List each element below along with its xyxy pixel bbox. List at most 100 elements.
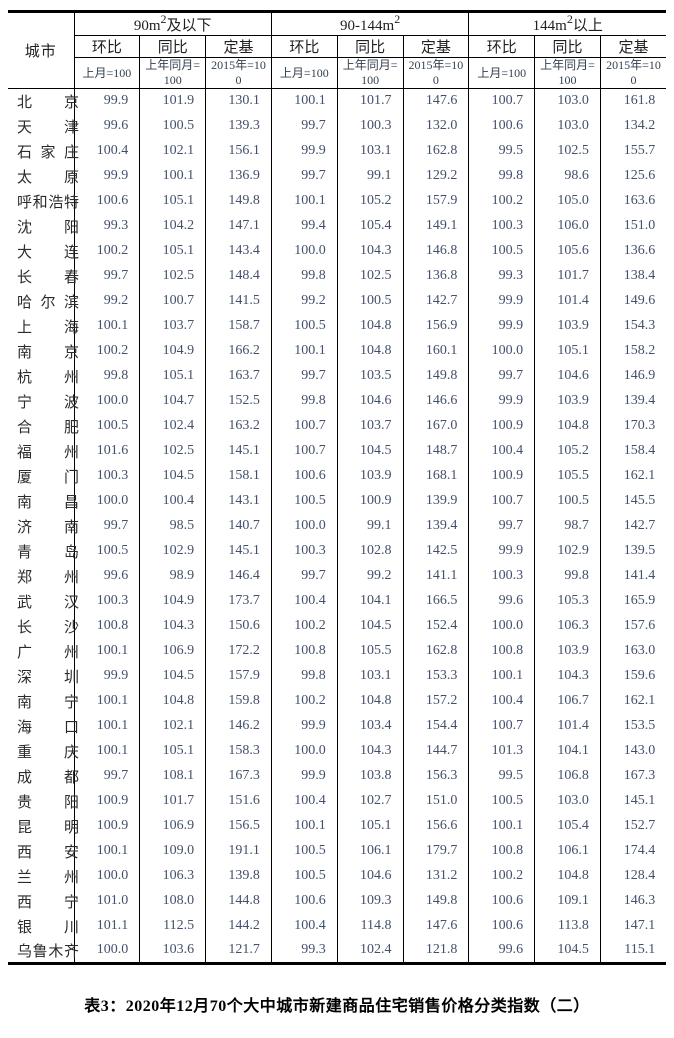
- index-value: 101.7: [336, 88, 404, 114]
- index-value: 154.3: [599, 313, 667, 339]
- index-value: 103.7: [139, 313, 206, 339]
- index-value: 147.6: [402, 913, 469, 939]
- index-value: 144.8: [205, 888, 272, 914]
- index-value: 157.2: [402, 688, 469, 714]
- index-value: 99.7: [73, 763, 140, 789]
- index-value: 106.7: [534, 688, 601, 714]
- index-value: 99.9: [270, 763, 338, 789]
- index-value: 141.1: [402, 563, 469, 589]
- index-value: 100.0: [73, 388, 140, 414]
- index-value: 146.9: [599, 363, 667, 389]
- index-value: 191.1: [205, 838, 272, 864]
- index-value: 100.4: [270, 588, 338, 614]
- index-value: 156.3: [402, 763, 469, 789]
- table-row: 合肥 100.5 102.4 163.2 100.7 103.7 167.0 100.9 104…: [8, 413, 667, 439]
- index-value: 99.7: [468, 513, 535, 539]
- table-row: 成都 99.7 108.1 167.3 99.9 103.8 156.3 99.5 106.8 1…: [8, 763, 667, 789]
- table-row: 长沙 100.8 104.3 150.6 100.2 104.5 152.4 100.0 106…: [8, 613, 667, 639]
- table-row: 南昌 100.0 100.4 143.1 100.5 100.9 139.9 100.7 100…: [8, 488, 667, 514]
- index-value: 156.5: [205, 813, 272, 839]
- index-value: 99.9: [73, 663, 140, 689]
- index-value: 100.5: [73, 413, 140, 439]
- index-value: 103.0: [534, 788, 601, 814]
- index-value: 98.5: [139, 513, 206, 539]
- index-value: 100.7: [468, 713, 535, 739]
- index-value: 109.3: [336, 888, 404, 914]
- index-value: 100.4: [270, 913, 338, 939]
- index-value: 100.1: [73, 313, 140, 339]
- index-value: 98.9: [139, 563, 206, 589]
- index-value: 148.4: [205, 263, 272, 289]
- index-value: 146.4: [205, 563, 272, 589]
- index-value: 100.8: [468, 838, 535, 864]
- index-value: 100.0: [270, 513, 338, 539]
- index-value: 104.3: [336, 238, 404, 264]
- index-value: 100.6: [270, 888, 338, 914]
- table-row: 广州 100.1 106.9 172.2 100.8 105.5 162.8 100.8 103…: [8, 638, 667, 664]
- index-value: 151.6: [205, 788, 272, 814]
- index-value: 99.9: [73, 163, 140, 189]
- index-value: 99.2: [73, 288, 140, 314]
- base-header-prev-month: 上月=100: [270, 57, 338, 89]
- index-value: 100.2: [73, 238, 140, 264]
- index-value: 105.0: [534, 188, 601, 214]
- index-value: 101.0: [73, 888, 140, 914]
- city-name: 合肥: [8, 413, 79, 439]
- index-value: 103.5: [336, 363, 404, 389]
- city-name: 呼和浩特: [8, 188, 79, 214]
- index-value: 99.2: [270, 288, 338, 314]
- table-row: 北京 99.9 101.9 130.1 100.1 101.7 147.6 100.7 103.…: [8, 88, 667, 114]
- index-value: 100.5: [534, 488, 601, 514]
- table-header: 城市 90m2及以下 90-144m2 144m2以上 环比 同比 定基 环比 …: [8, 11, 667, 89]
- index-value: 149.1: [402, 213, 469, 239]
- index-value: 100.7: [139, 288, 206, 314]
- index-value: 165.9: [599, 588, 667, 614]
- index-value: 99.2: [336, 563, 404, 589]
- index-value: 104.8: [534, 863, 601, 889]
- index-value: 100.1: [139, 163, 206, 189]
- index-value: 99.9: [270, 713, 338, 739]
- city-name: 沈阳: [8, 213, 79, 239]
- index-value: 136.6: [599, 238, 667, 264]
- index-value: 99.9: [468, 313, 535, 339]
- table-row: 福州 101.6 102.5 145.1 100.7 104.5 148.7 100.4 105…: [8, 438, 667, 464]
- index-value: 152.5: [205, 388, 272, 414]
- index-value: 157.6: [599, 613, 667, 639]
- index-value: 148.7: [402, 438, 469, 464]
- index-value: 100.9: [468, 413, 535, 439]
- city-name: 银川: [8, 913, 79, 939]
- table-row: 郑州 99.6 98.9 146.4 99.7 99.2 141.1 100.3 99.8 141…: [8, 563, 667, 589]
- index-value: 139.8: [205, 863, 272, 889]
- index-value: 136.8: [402, 263, 469, 289]
- index-value: 162.8: [402, 138, 469, 164]
- index-value: 158.3: [205, 738, 272, 764]
- index-value: 100.3: [73, 463, 140, 489]
- table-row: 哈尔滨 99.2 100.7 141.5 99.2 100.5 142.7 99.9 101.4…: [8, 288, 667, 314]
- index-value: 179.7: [402, 838, 469, 864]
- city-name: 上海: [8, 313, 79, 339]
- city-name: 长沙: [8, 613, 79, 639]
- index-value: 141.5: [205, 288, 272, 314]
- city-name: 广州: [8, 638, 79, 664]
- index-value: 130.1: [205, 88, 272, 114]
- index-value: 99.8: [534, 563, 601, 589]
- sub-header-mom: 环比: [270, 35, 338, 58]
- index-value: 99.6: [73, 113, 140, 139]
- index-value: 101.7: [534, 263, 601, 289]
- table-row: 厦门 100.3 104.5 158.1 100.6 103.9 168.1 100.9 105…: [8, 463, 667, 489]
- index-value: 100.4: [139, 488, 206, 514]
- index-value: 99.7: [73, 513, 140, 539]
- index-value: 139.9: [402, 488, 469, 514]
- sub-header-yoy: 同比: [534, 35, 601, 58]
- index-value: 100.4: [468, 438, 535, 464]
- index-value: 145.5: [599, 488, 667, 514]
- index-value: 100.7: [468, 488, 535, 514]
- index-value: 99.9: [270, 138, 338, 164]
- table-row: 呼和浩特 100.6 105.1 149.8 100.1 105.2 157.9 100.2 1…: [8, 188, 667, 214]
- index-value: 100.2: [270, 688, 338, 714]
- index-value: 163.7: [205, 363, 272, 389]
- index-value: 156.1: [205, 138, 272, 164]
- index-value: 112.5: [139, 913, 206, 939]
- index-value: 100.0: [73, 938, 140, 964]
- index-value: 100.6: [270, 463, 338, 489]
